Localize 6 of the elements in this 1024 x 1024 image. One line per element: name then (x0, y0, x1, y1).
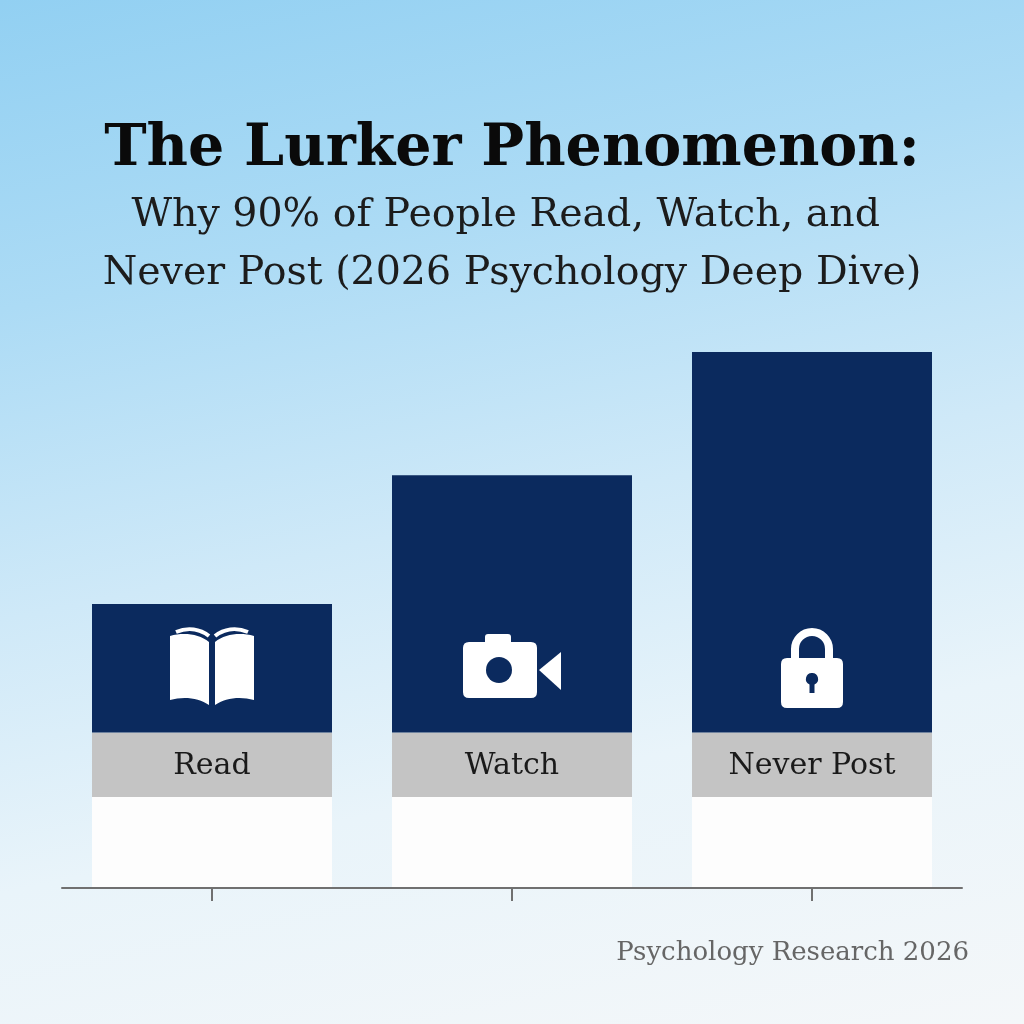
x-tick-label: Never Post (728, 745, 896, 781)
text: Psychology Research 2026 (616, 936, 969, 966)
x-tick-label: Read (173, 745, 251, 781)
x-tick-label: Watch (464, 745, 560, 781)
chart-title: The Lurker Phenomenon: (104, 111, 920, 178)
chart-subtitle: Why 90% of People Read, Watch, and Never Post (2026 Psychology Deep Dive) (102, 189, 922, 293)
